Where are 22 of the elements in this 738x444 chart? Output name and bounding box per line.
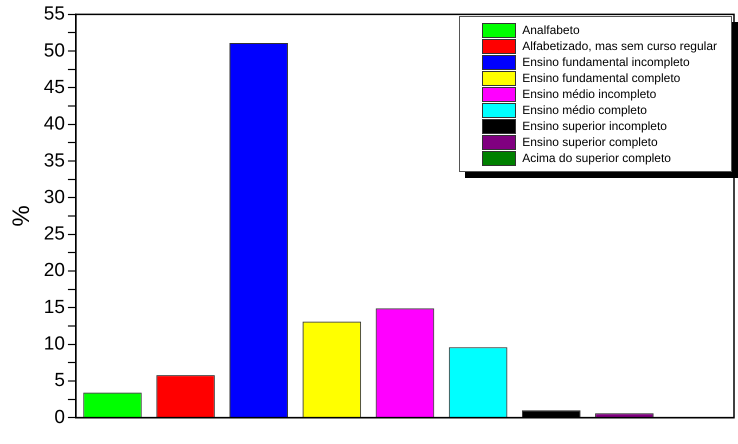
legend-label: Acima do superior completo — [522, 150, 671, 166]
legend-label: Ensino médio incompleto — [522, 86, 656, 102]
y-tick-label: 45 — [44, 76, 65, 98]
y-tick-label: 40 — [44, 114, 65, 135]
y-tick-label: 35 — [44, 150, 65, 172]
y-tick-label: 55 — [44, 4, 65, 25]
legend-label: Alfabetizado, mas sem curso regular — [522, 38, 717, 54]
legend-label: Analfabeto — [522, 22, 580, 38]
legend-label: Ensino superior completo — [522, 134, 658, 150]
y-tick-label: 50 — [44, 40, 65, 62]
y-tick-label: 20 — [44, 260, 65, 282]
legend-label: Ensino médio completo — [522, 102, 647, 118]
y-tick-label: 10 — [44, 334, 65, 355]
y-tick-label: 30 — [44, 186, 65, 208]
legend-label: Ensino fundamental incompleto — [522, 54, 690, 70]
y-tick-label: 15 — [44, 296, 65, 318]
legend-label: Ensino superior incompleto — [522, 118, 667, 134]
y-axis-title: % — [8, 205, 36, 227]
y-tick-label: 5 — [54, 370, 65, 392]
legend-label: Ensino fundamental completo — [522, 70, 680, 86]
y-tick-label: 0 — [54, 406, 65, 428]
y-tick-label: 25 — [44, 224, 65, 245]
